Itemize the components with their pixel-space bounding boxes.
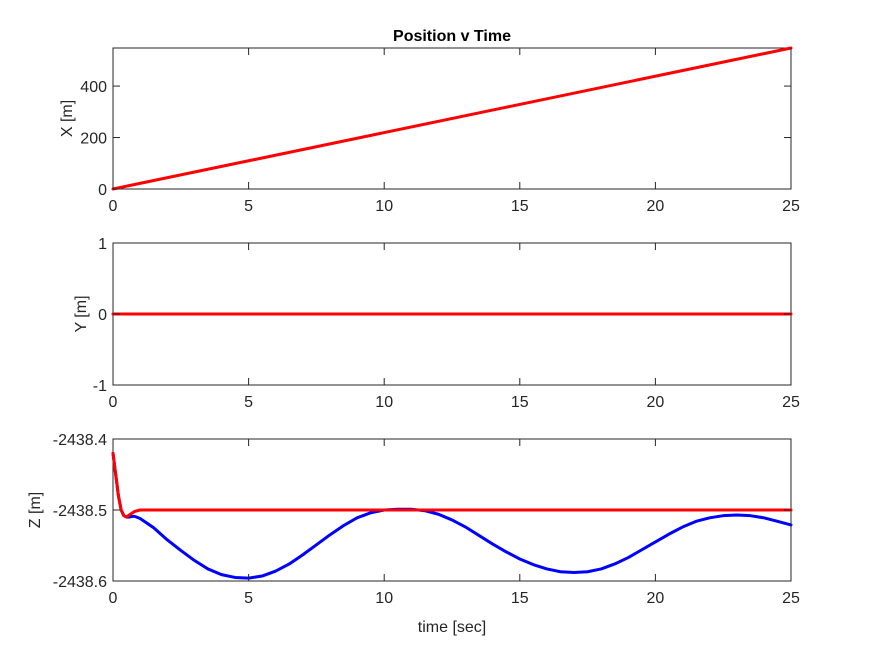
y-tick-label: 0 [98,307,107,324]
x-tick-label: 20 [647,198,665,215]
x-tick-label: 0 [109,394,118,411]
x-tick-label: 5 [244,394,253,411]
y-tick-label: 0 [98,182,107,199]
series-layer [111,451,793,580]
y-tick-label: 200 [80,131,107,148]
x-tick-label: 15 [511,590,529,607]
x-tick-label: 0 [109,590,118,607]
panel-y-position: 0 5 10 15 20 25-101 Y [m] [73,236,800,411]
chart-title: Position v Time [393,28,511,45]
y-tick-label: -2438.6 [53,574,107,591]
x-tick-label: 25 [782,198,800,215]
x-tick-label: 20 [647,394,665,411]
ticks-layer: 0 5 10 15 20 25 -2438.6 -2438.5 -2438.4 [53,432,800,607]
y-tick-label: 400 [80,79,107,96]
x-tick-label: 25 [782,394,800,411]
x-tick-label: 10 [375,590,393,607]
series-line-red [111,46,793,191]
y-tick-label: -1 [93,378,107,395]
y-tick-label: -2438.5 [53,503,107,520]
x-tick-label: 10 [375,394,393,411]
y-tick-label: 1 [98,236,107,253]
x-tick-label: 5 [244,198,253,215]
x-tick-label: 0 [109,198,118,215]
x-tick-label: 10 [375,198,393,215]
x-tick-label: 25 [782,590,800,607]
x-tick-label: 20 [647,590,665,607]
ticks-layer: 0 5 10 15 20 25-101 [93,236,800,411]
y-tick-label: -2438.4 [53,432,107,449]
panel-x-position: 0 5 10 15 20 25 0 200 400 Position v Time X [m] [59,28,800,215]
series-layer [111,46,793,191]
y-axis-label: Z [m] [27,492,44,528]
ticks-layer: 0 5 10 15 20 25 0 200 400 [80,48,800,215]
y-axis-label: Y [m] [73,295,90,332]
x-axis-label: time [sec] [418,619,486,636]
panel-z-position: 0 5 10 15 20 25 -2438.6 -2438.5 -2438.4 time [se… [27,432,800,636]
x-tick-label: 15 [511,394,529,411]
x-tick-label: 15 [511,198,529,215]
x-tick-label: 5 [244,590,253,607]
series-line-red [111,451,793,519]
y-axis-label: X [m] [59,100,76,137]
